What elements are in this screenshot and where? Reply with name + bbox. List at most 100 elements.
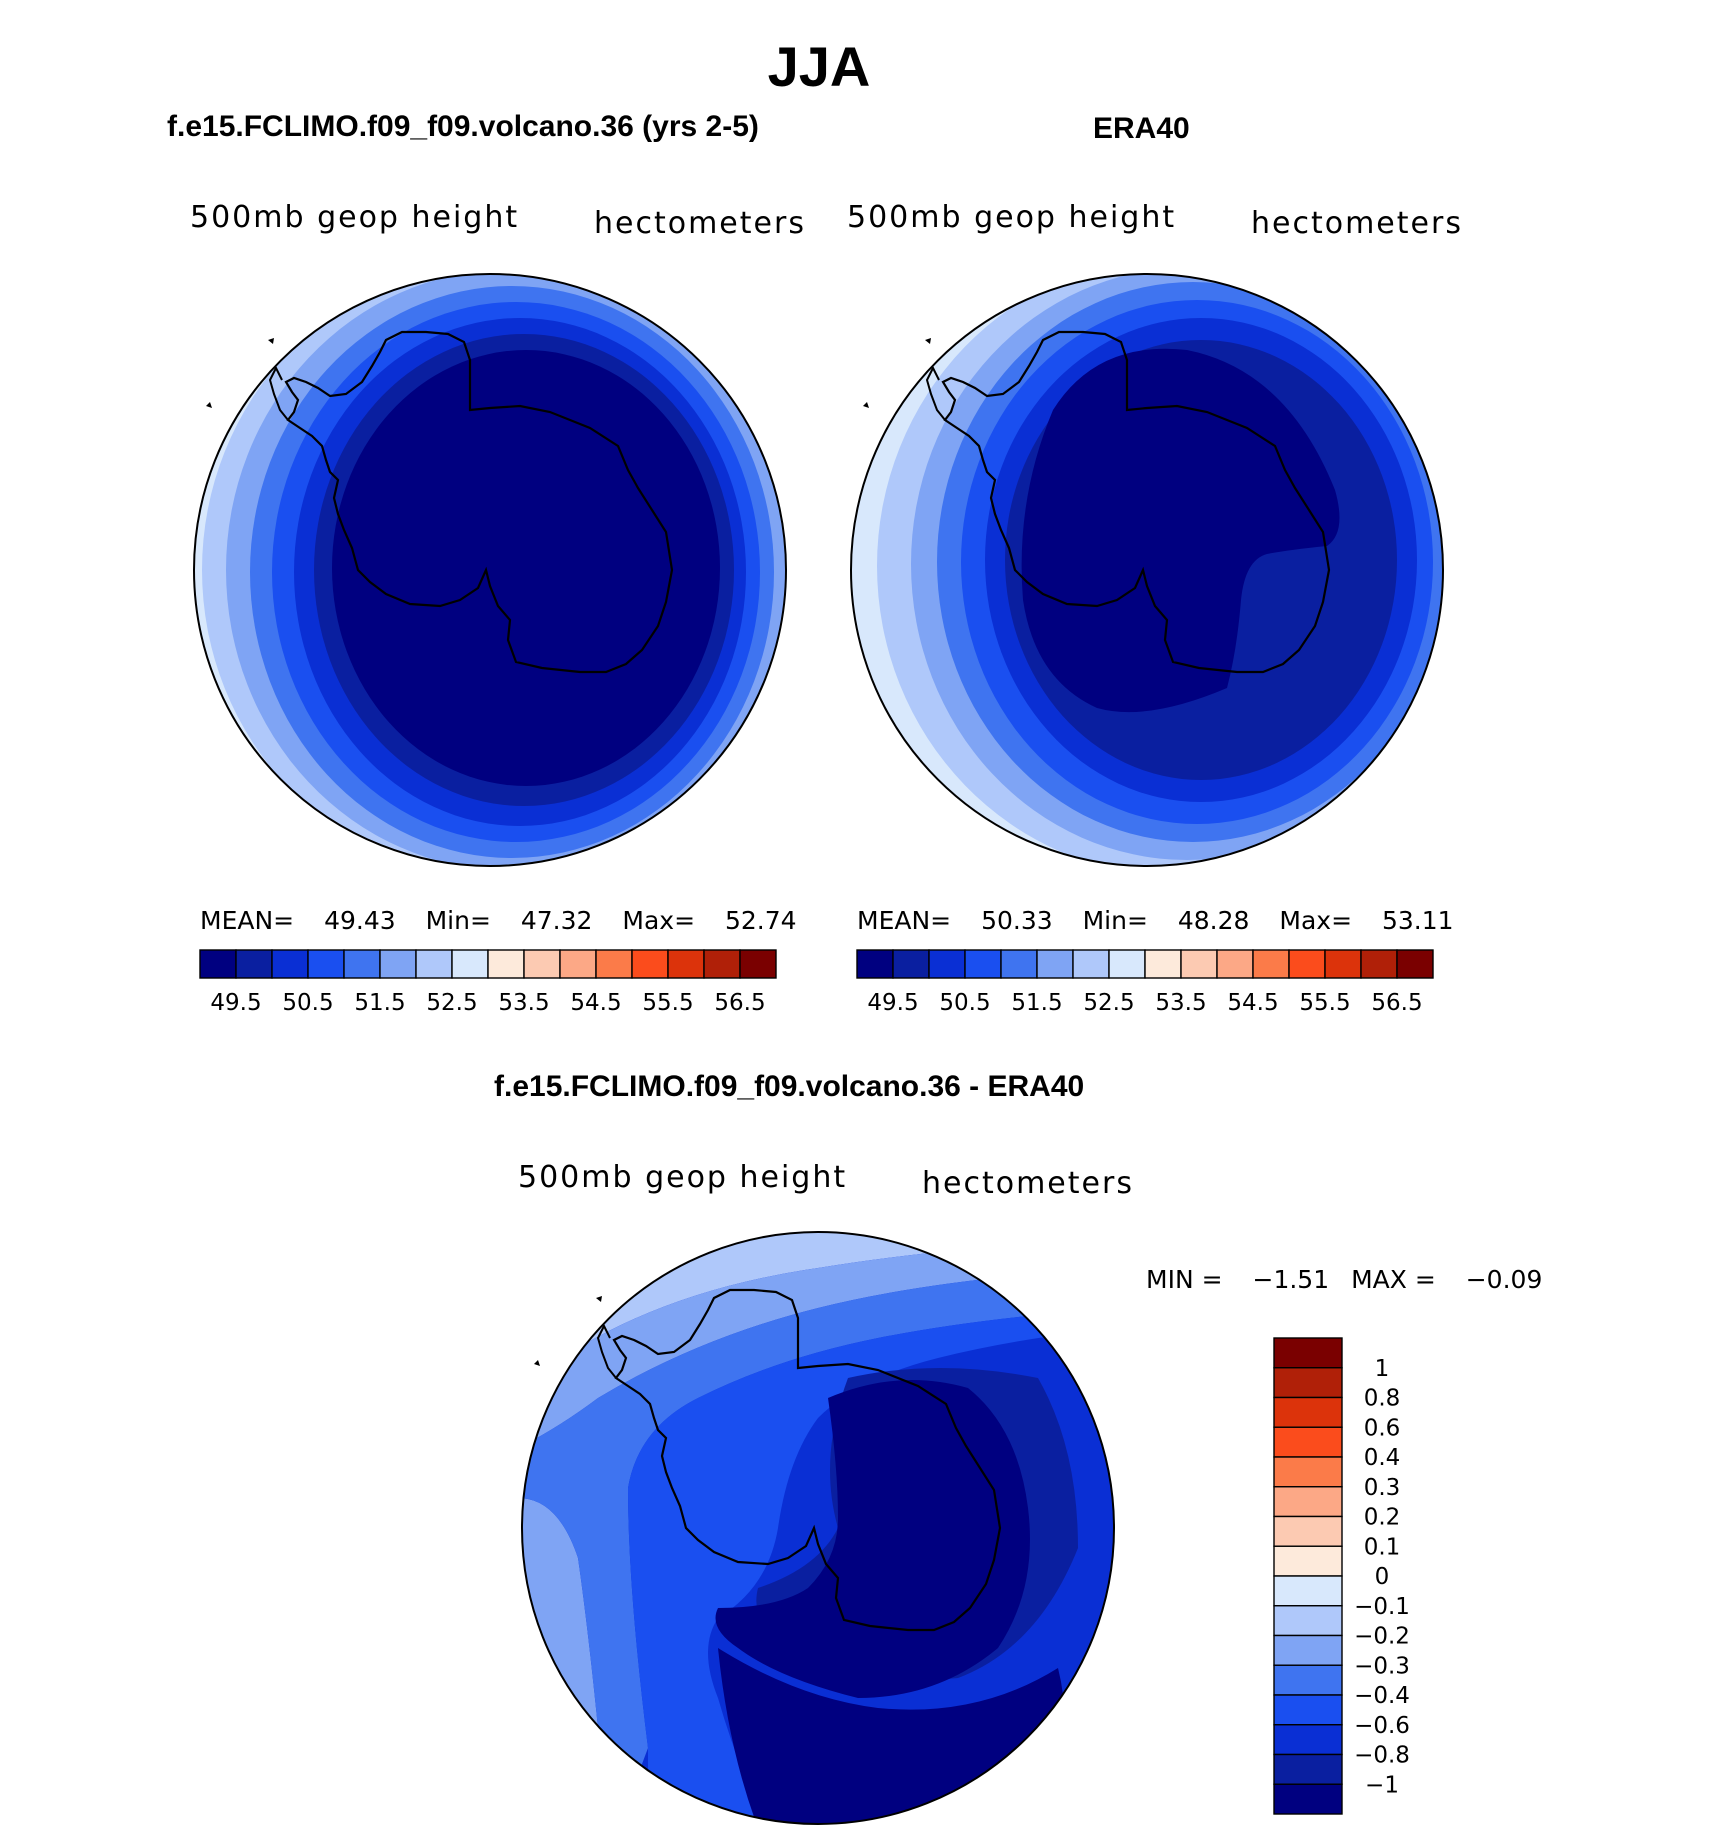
- colorbar-swatch: [1072, 949, 1110, 979]
- colorbar-tick-label: 1: [1375, 1356, 1390, 1382]
- panel-1-field-label: 500mb geop height: [190, 200, 520, 235]
- max-value: 52.74: [725, 906, 797, 935]
- diff-field-label: 500mb geop height: [518, 1160, 848, 1195]
- colorbar-swatch: [1216, 949, 1254, 979]
- panel-2-title: ERA40: [1093, 112, 1190, 145]
- min-value: −1.51: [1252, 1265, 1330, 1294]
- max-value: −0.09: [1465, 1265, 1543, 1294]
- colorbar-swatch: [1324, 949, 1362, 979]
- colorbar-tick-label: 56.5: [1371, 990, 1422, 1016]
- mean-label: MEAN=: [200, 906, 295, 935]
- colorbar-swatch: [487, 949, 525, 979]
- colorbar-tick-label: 54.5: [1227, 990, 1278, 1016]
- colorbar-swatch: [1273, 1724, 1343, 1756]
- colorbar-tick-label: −0.8: [1354, 1743, 1410, 1769]
- colorbar-tick-label: 0.2: [1364, 1505, 1401, 1531]
- colorbar-swatch: [1273, 1664, 1343, 1696]
- colorbar-tick-label: 0.8: [1364, 1386, 1401, 1412]
- colorbar-swatch: [1273, 1486, 1343, 1518]
- colorbar-tick-label: 55.5: [642, 990, 693, 1016]
- colorbar-tick-label: −0.4: [1354, 1683, 1410, 1709]
- colorbar-swatch: [1273, 1575, 1343, 1607]
- panel-2-polar-map: [850, 273, 1444, 867]
- colorbar-tick-label: 0.1: [1364, 1534, 1401, 1560]
- colorbar-swatch: [928, 949, 966, 979]
- panel-2-colorbar: 49.5 50.5 51.5 52.5 53.5 54.5 55.5 56.5: [856, 949, 1434, 1016]
- colorbar-swatch: [1273, 1396, 1343, 1428]
- colorbar-swatch: [739, 949, 777, 979]
- min-value: 48.28: [1177, 906, 1250, 935]
- colorbar-tick-label: 51.5: [354, 990, 405, 1016]
- colorbar-tick-label: 0.3: [1364, 1475, 1401, 1501]
- mean-label: MEAN=: [857, 906, 952, 935]
- max-label: Max=: [622, 906, 696, 935]
- colorbar-tick-label: 56.5: [714, 990, 765, 1016]
- colorbar-tick-label: 50.5: [939, 990, 990, 1016]
- colorbar-tick-label: 53.5: [498, 990, 549, 1016]
- colorbar-swatch: [343, 949, 381, 979]
- diff-colorbar: 1 0.8 0.6 0.4 0.3 0.2 0.1 0 −0.1 −0.2 −0.3 −0.4 −0.6…: [1273, 1337, 1410, 1815]
- diff-polar-map: [521, 1231, 1115, 1825]
- contour-band: [628, 1308, 1114, 1824]
- max-value: 53.11: [1382, 906, 1454, 935]
- colorbar-swatch: [595, 949, 633, 979]
- peninsula-coastline: [596, 1323, 617, 1379]
- panel-2-units-label: hectometers: [1251, 206, 1463, 241]
- colorbar-swatch: [1396, 949, 1434, 979]
- colorbar-swatch: [892, 949, 930, 979]
- colorbar-tick-label: −0.3: [1354, 1653, 1410, 1679]
- min-label: Min=: [425, 906, 491, 935]
- colorbar-swatch: [1273, 1426, 1343, 1458]
- colorbar-tick-label: −0.2: [1354, 1624, 1410, 1650]
- diff-units-label: hectometers: [922, 1166, 1134, 1201]
- colorbar-swatch: [1273, 1634, 1343, 1666]
- diff-panel-title: f.e15.FCLIMO.f09_f09.volcano.36 - ERA40: [494, 1070, 1085, 1103]
- colorbar-swatch: [415, 949, 453, 979]
- min-label: MIN =: [1146, 1265, 1223, 1294]
- colorbar-swatch: [451, 949, 489, 979]
- colorbar-swatch: [1273, 1337, 1343, 1369]
- colorbar-swatch: [964, 949, 1002, 979]
- colorbar-swatch: [631, 949, 669, 979]
- colorbar-tick-label: 0.6: [1364, 1415, 1401, 1441]
- colorbar-swatch: [1273, 1367, 1343, 1399]
- colorbar-swatch: [523, 949, 561, 979]
- colorbar-swatch: [271, 949, 309, 979]
- colorbar-tick-label: −0.6: [1354, 1713, 1410, 1739]
- contour-band: [1021, 348, 1340, 713]
- panel-2-field-label: 500mb geop height: [847, 200, 1177, 235]
- mean-value: 50.33: [981, 906, 1053, 935]
- colorbar-swatch: [379, 949, 417, 979]
- colorbar-swatch: [1108, 949, 1146, 979]
- antarctica-coastline: [612, 1288, 1002, 1632]
- colorbar-tick-label: 0: [1375, 1564, 1390, 1590]
- antarctica-coastline: [284, 330, 674, 674]
- colorbar-tick-label: 51.5: [1011, 990, 1062, 1016]
- min-value: 47.32: [520, 906, 593, 935]
- colorbar-swatch: [1180, 949, 1218, 979]
- colorbar-swatch: [307, 949, 345, 979]
- diff-stats: MIN = −1.51 MAX = −0.09: [1146, 1265, 1542, 1294]
- colorbar-swatch: [1360, 949, 1398, 979]
- antarctica-coastline: [941, 330, 1331, 674]
- season-title: JJA: [767, 35, 871, 98]
- max-label: Max=: [1279, 906, 1353, 935]
- colorbar-swatch: [667, 949, 705, 979]
- colorbar-tick-label: 0.4: [1364, 1445, 1401, 1471]
- colorbar-swatch: [1273, 1783, 1343, 1815]
- colorbar-swatch: [559, 949, 597, 979]
- panel-1-colorbar: 49.5 50.5 51.5 52.5 53.5 54.5 55.5 56.5: [199, 949, 777, 1016]
- colorbar-tick-label: 50.5: [282, 990, 333, 1016]
- min-label: Min=: [1082, 906, 1148, 935]
- colorbar-swatch: [199, 949, 237, 979]
- colorbar-tick-label: 52.5: [426, 990, 477, 1016]
- colorbar-swatch: [1273, 1515, 1343, 1547]
- colorbar-swatch: [1273, 1694, 1343, 1726]
- colorbar-swatch: [1252, 949, 1290, 979]
- contour-band: [332, 350, 720, 786]
- colorbar-swatch: [856, 949, 894, 979]
- panel-1-units-label: hectometers: [594, 206, 806, 241]
- panel-1-title: f.e15.FCLIMO.f09_f09.volcano.36 (yrs 2-5…: [167, 110, 759, 143]
- colorbar-tick-label: 55.5: [1299, 990, 1350, 1016]
- colorbar-swatch: [1273, 1753, 1343, 1785]
